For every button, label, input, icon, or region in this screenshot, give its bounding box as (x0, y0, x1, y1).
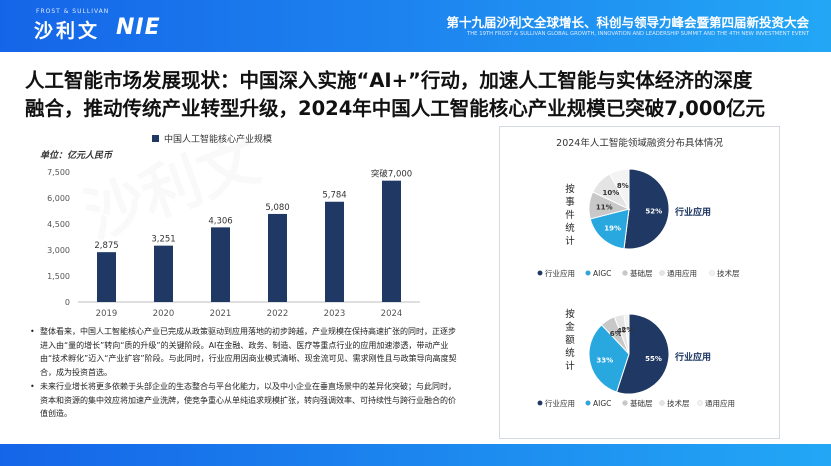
bullet-text: 未来行业增长将更多依赖于头部企业的生态整合与平台化能力，以及中小企业在垂直场景中… (40, 382, 456, 418)
x-tick-label: 2019 (96, 309, 118, 319)
bar (268, 213, 287, 302)
conference-title: 第十九届沙利文全球增长、科创与领导力峰会暨第四届新投资大会 (446, 15, 809, 30)
y-tick-label: 7,500 (47, 168, 70, 177)
legend-label: 基础层 (630, 398, 653, 408)
pie-slice (616, 313, 670, 395)
slice-percent-label: 33% (596, 356, 613, 364)
legend-marker-icon (622, 270, 628, 276)
bar-value-label: 4,306 (208, 216, 232, 226)
x-tick-label: 2020 (153, 309, 175, 319)
legend-label: 行业应用 (545, 268, 575, 278)
legend-label: 行业应用 (545, 398, 575, 408)
bar (382, 180, 401, 302)
pie-slice (623, 168, 670, 250)
header-bar: FROST & SULLIVAN 沙利文 NIE 第十九届沙利文全球增长、科创与… (0, 0, 831, 52)
bar (325, 201, 344, 302)
brand-small-text: FROST & SULLIVAN (36, 8, 110, 15)
y-tick-label: 3,000 (47, 246, 70, 255)
legend-marker-icon (537, 270, 543, 276)
legend-label: 技术层 (717, 268, 740, 278)
headline-line-2: 融合，推动传统产业转型升级，2024年中国人工智能核心产业规模已突破7,000亿… (25, 97, 765, 120)
legend-marker-icon (659, 400, 665, 406)
bar (97, 252, 116, 302)
legend-label: 通用应用 (705, 398, 735, 408)
pie-slice (623, 313, 630, 355)
bar-value-label: 突破7,000 (371, 169, 412, 180)
bar-value-label: 3,251 (151, 235, 175, 245)
legend-marker-icon (697, 400, 703, 406)
brand-logo-cn: 沙利文 (34, 20, 101, 42)
slice-percent-label: 4% (617, 327, 629, 335)
summary-bullets: • 整体看来，中国人工智能核心产业已完成从政策驱动到应用落地的初步跨越，产业规模… (30, 325, 462, 422)
bullet-dot-icon: • (30, 327, 35, 336)
pie-slice (609, 168, 630, 210)
pie1-side-label: 按事件统计 (565, 184, 575, 247)
panel-title: 2024年人工智能领域融资分布具体情况 (556, 138, 723, 149)
bar-value-label: 5,080 (265, 203, 289, 213)
bullet-item: • 未来行业增长将更多依赖于头部企业的生态整合与平台化能力，以及中小企业在垂直场… (30, 380, 462, 421)
slice-callout-label: 行业应用 (674, 206, 711, 218)
slice-percent-label: 52% (645, 208, 662, 216)
legend-marker-icon (585, 270, 591, 276)
x-tick-label: 2022 (267, 309, 289, 319)
legend-marker-icon (622, 400, 628, 406)
unit-label: 单位：亿元人民币 (40, 150, 114, 161)
bar (211, 227, 230, 302)
slice-callout-label: 行业应用 (674, 351, 711, 363)
legend-label: 基础层 (630, 268, 653, 278)
y-tick-label: 4,500 (47, 220, 70, 229)
pie2-side-label: 按金额统计 (565, 309, 575, 372)
legend-swatch (152, 135, 159, 142)
legend-label: 中国人工智能核心产业规模 (164, 133, 272, 145)
y-tick-label: 1,500 (47, 272, 70, 281)
legend-marker-icon (585, 400, 591, 406)
pie-slice (589, 208, 630, 250)
slice-percent-label: 8% (617, 182, 629, 190)
pie-slice (588, 324, 630, 393)
conference-subtitle: THE 19TH FROST & SULLIVAN GLOBAL GROWTH,… (466, 31, 809, 37)
x-tick-label: 2024 (381, 309, 403, 319)
bullet-item: • 整体看来，中国人工智能核心产业已完成从政策驱动到应用落地的初步跨越，产业规模… (30, 325, 462, 379)
legend-label: AIGC (593, 399, 611, 408)
bar-value-label: 2,875 (94, 241, 118, 251)
footer-bar (0, 444, 831, 466)
x-tick-label: 2023 (324, 309, 346, 319)
bar (154, 245, 173, 302)
legend-label: 通用应用 (667, 268, 697, 278)
legend-label: AIGC (593, 269, 611, 278)
bullet-text: 整体看来，中国人工智能核心产业已完成从政策驱动到应用落地的初步跨越，产业规模在保… (40, 327, 457, 377)
legend-marker-icon (537, 400, 543, 406)
bullet-dot-icon: • (30, 382, 35, 391)
y-tick-label: 6,000 (47, 194, 70, 203)
slice-percent-label: 2% (621, 326, 633, 334)
funding-distribution-panel: 2024年人工智能领域融资分布具体情况 按事件统计 按金额统计 52% 行业应用 1… (499, 126, 780, 439)
slice-percent-label: 11% (596, 204, 613, 212)
brand-logo-nie: NIE (116, 15, 161, 40)
x-tick-label: 2021 (210, 309, 232, 319)
slice-percent-label: 55% (645, 355, 662, 363)
page-headline: 人工智能市场发展现状：中国深入实施“AI+”行动，加速人工智能与实体经济的深度 … (25, 67, 815, 123)
y-tick-label: 0 (65, 298, 70, 307)
legend-label: 技术层 (667, 398, 690, 408)
slice-percent-label: 10% (603, 189, 620, 197)
headline-line-1: 人工智能市场发展现状：中国深入实施“AI+”行动，加速人工智能与实体经济的深度 (25, 69, 753, 92)
bar-value-label: 5,784 (322, 191, 346, 201)
slice-percent-label: 6% (610, 330, 622, 338)
legend-marker-icon (659, 270, 665, 276)
slice-percent-label: 19% (604, 225, 621, 233)
legend-marker-icon (709, 270, 715, 276)
